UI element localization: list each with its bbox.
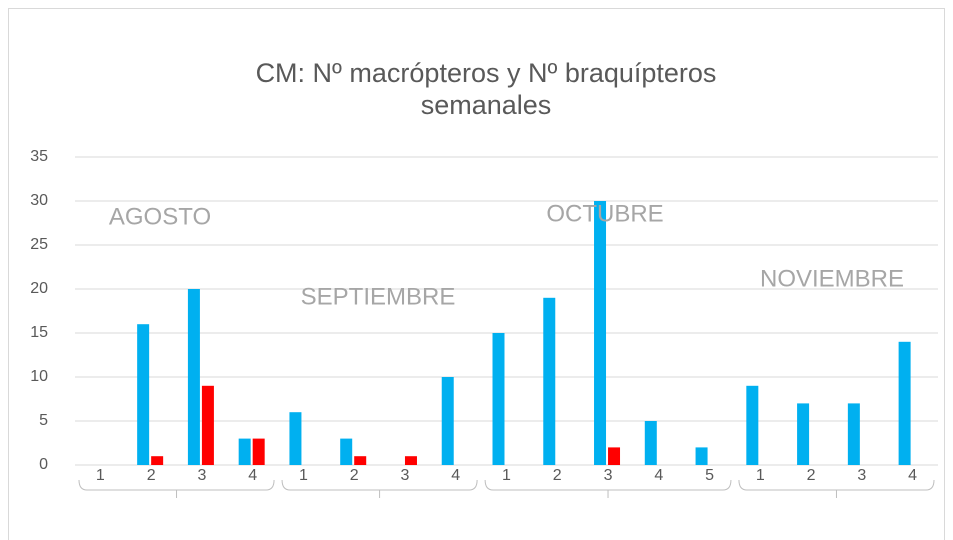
bar <box>404 456 417 465</box>
y-tick-label: 5 <box>39 412 48 429</box>
bar <box>797 403 810 465</box>
bar <box>151 456 164 465</box>
y-tick-label: 25 <box>30 236 48 253</box>
y-tick-label: 20 <box>30 280 48 297</box>
x-tick-label: 2 <box>807 467 816 484</box>
y-tick-label: 0 <box>39 456 48 473</box>
bar <box>492 333 505 465</box>
bar <box>340 438 353 465</box>
x-tick-label: 3 <box>857 467 866 484</box>
month-label: OCTUBRE <box>546 200 663 227</box>
x-tick-label: 1 <box>96 467 105 484</box>
x-tick-label: 3 <box>197 467 206 484</box>
bar <box>608 447 621 465</box>
chart-title: semanales <box>421 90 552 120</box>
bar <box>898 341 911 465</box>
x-tick-label: 4 <box>248 467 257 484</box>
bar <box>543 297 556 465</box>
group-bracket <box>281 479 478 498</box>
month-label: NOVIEMBRE <box>760 265 904 292</box>
bar <box>252 438 265 465</box>
x-tick-label: 5 <box>705 467 714 484</box>
y-tick-label: 15 <box>30 324 48 341</box>
x-tick-label: 4 <box>451 467 460 484</box>
x-tick-label: 3 <box>401 467 410 484</box>
x-tick-label: 1 <box>502 467 511 484</box>
x-tick-label: 3 <box>604 467 613 484</box>
bar <box>847 403 860 465</box>
group-bracket <box>484 479 732 498</box>
x-tick-label: 2 <box>553 467 562 484</box>
month-label: SEPTIEMBRE <box>301 283 456 310</box>
x-tick-label: 1 <box>756 467 765 484</box>
bar <box>594 201 607 465</box>
bar <box>354 456 367 465</box>
y-tick-label: 35 <box>30 148 48 165</box>
bar <box>187 289 200 465</box>
x-tick-label: 4 <box>654 467 663 484</box>
x-tick-label: 1 <box>299 467 308 484</box>
x-tick-label: 2 <box>350 467 359 484</box>
bar <box>746 385 759 465</box>
month-label: AGOSTO <box>109 203 211 230</box>
x-tick-label: 2 <box>147 467 156 484</box>
bar <box>137 324 150 465</box>
bar <box>238 438 251 465</box>
group-bracket <box>78 479 275 498</box>
bar <box>441 377 454 465</box>
bar <box>201 385 214 465</box>
bar <box>644 421 657 465</box>
bar <box>695 447 708 465</box>
bar <box>289 412 302 465</box>
x-tick-label: 4 <box>908 467 917 484</box>
chart-border <box>8 8 945 540</box>
chart-title: CM: Nº macrópteros y Nº braquípteros <box>256 58 717 88</box>
y-tick-label: 30 <box>30 192 48 209</box>
y-tick-label: 10 <box>30 368 48 385</box>
group-bracket <box>738 479 935 498</box>
